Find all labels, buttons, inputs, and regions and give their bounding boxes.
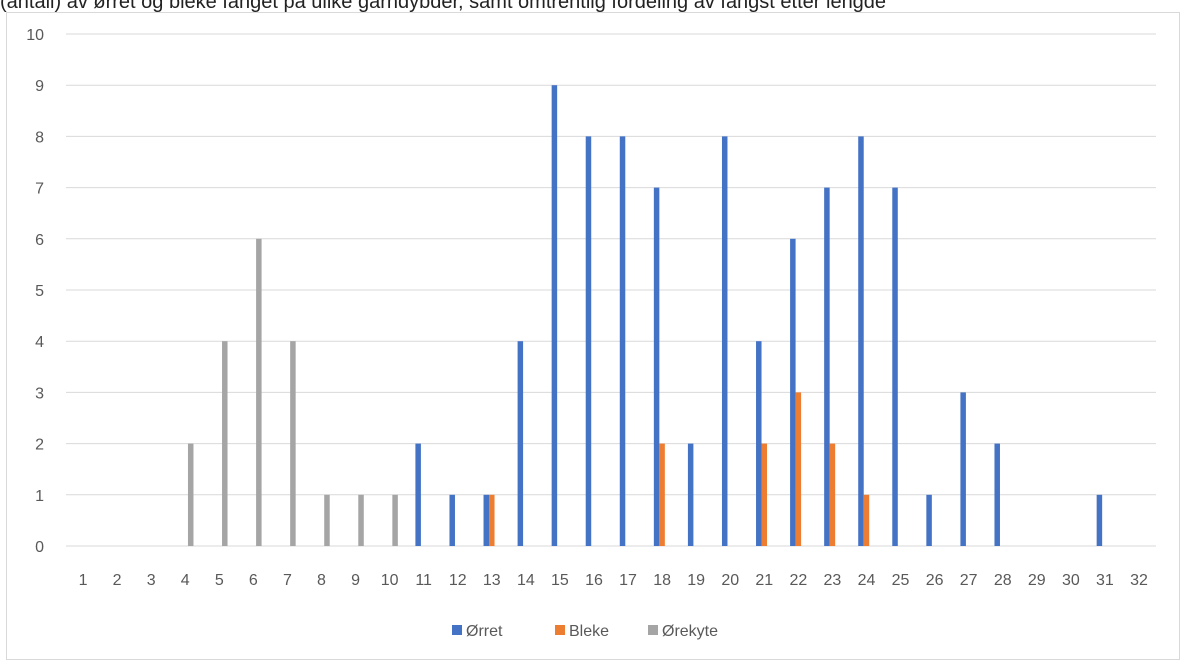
bar-Ørret-12 xyxy=(449,494,455,546)
x-tick-label: 21 xyxy=(755,572,773,589)
bar-Ørret-13 xyxy=(483,494,490,546)
x-tick-label: 30 xyxy=(1062,572,1080,589)
y-tick-label: 8 xyxy=(35,129,44,146)
x-tick-label: 7 xyxy=(283,572,292,589)
legend-swatch xyxy=(452,625,462,635)
x-axis-ticks: 1 2 3 4 5 6 7 8 9 10 11 12 13 14 15 16 17 18 19 20 21 22 23 24 2… xyxy=(79,572,1148,589)
bar-Ørret-11 xyxy=(415,443,421,546)
bar-Ørekyte-8 xyxy=(324,494,330,546)
bar-Ørret-16 xyxy=(585,136,592,546)
x-tick-label: 29 xyxy=(1028,572,1046,589)
y-tick-label: 7 xyxy=(35,181,44,198)
chart-frame xyxy=(6,12,1180,660)
x-tick-label: 22 xyxy=(789,572,807,589)
x-tick-label: 24 xyxy=(858,572,876,589)
x-tick-label: 3 xyxy=(147,572,156,589)
bar-Ørret-18 xyxy=(653,187,660,546)
bar-Ørret-14 xyxy=(517,341,524,546)
bar-Ørekyte-10 xyxy=(392,494,398,546)
x-tick-label: 23 xyxy=(824,572,842,589)
legend-swatch xyxy=(648,625,658,635)
bar-Ørekyte-5 xyxy=(222,341,228,546)
bar-Ørret-17 xyxy=(619,136,626,546)
x-tick-label: 8 xyxy=(317,572,326,589)
bar-Bleke-24 xyxy=(863,494,870,546)
x-tick-label: 20 xyxy=(721,572,739,589)
x-tick-label: 18 xyxy=(653,572,671,589)
bar-Ørekyte-7 xyxy=(290,341,296,546)
x-tick-label: 13 xyxy=(483,572,501,589)
y-tick-label: 5 xyxy=(35,283,44,300)
y-axis-ticks: 0 1 2 3 4 5 6 7 8 9 10 xyxy=(26,27,44,556)
legend-label: Ørret xyxy=(466,623,503,640)
y-tick-label: 9 xyxy=(35,78,44,95)
bar-Ørret-19 xyxy=(687,443,694,546)
y-tick-label: 3 xyxy=(35,385,44,402)
bar-Ørret-24 xyxy=(858,136,864,546)
y-tick-label: 0 xyxy=(35,539,44,556)
x-tick-label: 6 xyxy=(249,572,258,589)
bar-Ørret-23 xyxy=(824,187,830,546)
bars xyxy=(187,85,1103,547)
bar-Bleke-22 xyxy=(795,392,802,546)
bar-Ørekyte-6 xyxy=(256,238,262,547)
x-tick-label: 14 xyxy=(517,572,535,589)
bar-Bleke-18 xyxy=(659,443,665,546)
bar-Ørret-25 xyxy=(892,187,898,546)
bar-Ørret-15 xyxy=(551,85,558,546)
x-tick-label: 27 xyxy=(960,572,978,589)
bar-Ørekyte-4 xyxy=(187,443,194,546)
bar-Ørret-22 xyxy=(790,238,796,547)
top-caption: (antall) av ørret og bleke fanget på uli… xyxy=(0,0,887,13)
x-tick-label: 32 xyxy=(1130,572,1148,589)
bar-Ørret-28 xyxy=(994,443,1000,546)
y-tick-label: 10 xyxy=(26,27,44,44)
bar-Ørret-26 xyxy=(926,494,932,546)
x-tick-label: 19 xyxy=(687,572,705,589)
bar-Bleke-21 xyxy=(761,443,768,546)
bar-Bleke-23 xyxy=(829,443,836,546)
x-tick-label: 11 xyxy=(415,572,432,589)
x-tick-label: 28 xyxy=(994,572,1012,589)
gridlines xyxy=(66,33,1156,547)
x-tick-label: 9 xyxy=(351,572,360,589)
x-tick-label: 4 xyxy=(181,572,190,589)
x-tick-label: 5 xyxy=(215,572,224,589)
y-tick-label: 2 xyxy=(35,437,44,454)
y-tick-label: 1 xyxy=(35,488,44,505)
legend-swatch xyxy=(555,625,565,635)
bar-Ørekyte-9 xyxy=(358,494,364,546)
x-tick-label: 15 xyxy=(551,572,569,589)
x-tick-label: 2 xyxy=(113,572,122,589)
legend-label: Ørekyte xyxy=(662,623,718,640)
x-tick-label: 10 xyxy=(381,572,399,589)
legend-label: Bleke xyxy=(569,623,609,640)
x-tick-label: 17 xyxy=(619,572,637,589)
bar-Bleke-13 xyxy=(489,494,495,546)
y-tick-label: 6 xyxy=(35,232,44,249)
bar-Ørret-21 xyxy=(756,341,762,546)
x-tick-label: 1 xyxy=(79,572,88,589)
x-tick-label: 26 xyxy=(926,572,944,589)
bar-Ørret-27 xyxy=(960,392,966,546)
bar-Ørret-31 xyxy=(1096,494,1103,546)
x-tick-label: 16 xyxy=(585,572,603,589)
x-tick-label: 25 xyxy=(892,572,910,589)
y-tick-label: 4 xyxy=(35,334,44,351)
bar-Ørret-20 xyxy=(721,136,728,546)
x-tick-label: 31 xyxy=(1096,572,1114,589)
x-tick-label: 12 xyxy=(449,572,467,589)
legend: Ørret Bleke Ørekyte xyxy=(452,623,718,640)
